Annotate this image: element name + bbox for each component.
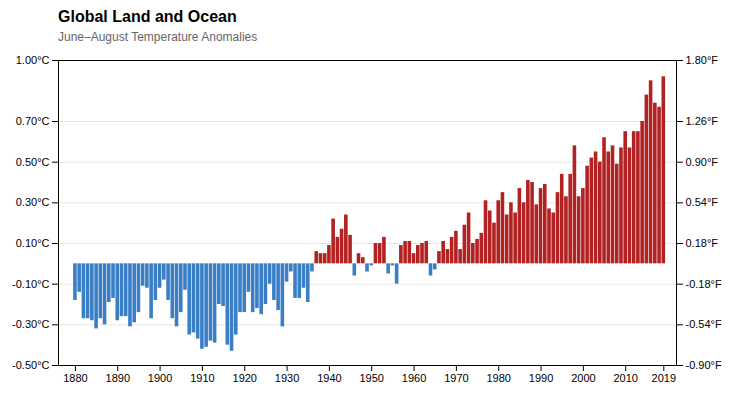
svg-text:1960: 1960 xyxy=(402,372,426,384)
svg-text:1890: 1890 xyxy=(106,372,130,384)
svg-text:1920: 1920 xyxy=(233,372,257,384)
svg-text:1.26°F: 1.26°F xyxy=(686,115,719,127)
svg-text:0.18°F: 0.18°F xyxy=(686,237,719,249)
svg-text:0.90°F: 0.90°F xyxy=(686,156,719,168)
svg-text:-0.30°C: -0.30°C xyxy=(12,318,49,330)
svg-text:2010: 2010 xyxy=(613,372,637,384)
svg-text:1990: 1990 xyxy=(529,372,553,384)
svg-text:0.50°C: 0.50°C xyxy=(16,156,50,168)
svg-text:-0.90°F: -0.90°F xyxy=(686,359,722,371)
svg-text:1910: 1910 xyxy=(190,372,214,384)
svg-text:1900: 1900 xyxy=(148,372,172,384)
svg-text:1980: 1980 xyxy=(486,372,510,384)
svg-text:1930: 1930 xyxy=(275,372,299,384)
svg-text:1970: 1970 xyxy=(444,372,468,384)
svg-text:1880: 1880 xyxy=(63,372,87,384)
svg-text:1950: 1950 xyxy=(359,372,383,384)
svg-text:-0.10°C: -0.10°C xyxy=(12,278,49,290)
svg-text:-0.54°F: -0.54°F xyxy=(686,318,722,330)
svg-text:0.30°C: 0.30°C xyxy=(16,196,50,208)
svg-text:0.54°F: 0.54°F xyxy=(686,196,719,208)
svg-text:2000: 2000 xyxy=(571,372,595,384)
svg-text:1.80°F: 1.80°F xyxy=(686,54,719,66)
html-text:Global Land and Ocean: Global Land and Ocean xyxy=(58,8,237,25)
svg-text:-0.50°C: -0.50°C xyxy=(12,359,49,371)
svg-text:2019: 2019 xyxy=(652,372,676,384)
svg-text:1940: 1940 xyxy=(317,372,341,384)
svg-text:0.10°C: 0.10°C xyxy=(16,237,50,249)
svg-text:0.70°C: 0.70°C xyxy=(16,115,50,127)
svg-text:-0.18°F: -0.18°F xyxy=(686,278,722,290)
svg-text:1.00°C: 1.00°C xyxy=(16,54,50,66)
html-text:June–August Temperature Anomal: June–August Temperature Anomalies xyxy=(58,30,258,44)
